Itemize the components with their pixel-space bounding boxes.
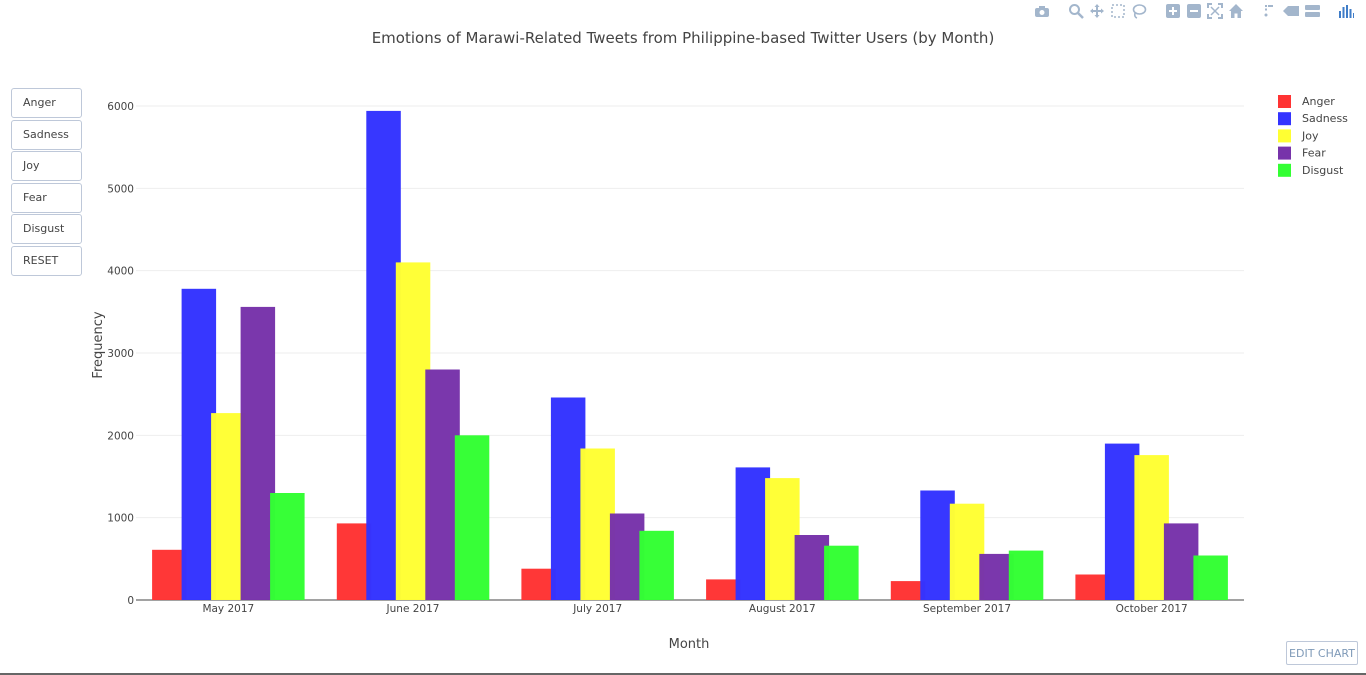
legend-swatch	[1278, 163, 1291, 177]
bar-anger-2[interactable]	[336, 523, 372, 600]
bar-sadness-3[interactable]	[550, 397, 586, 601]
bar-sadness-5[interactable]	[920, 490, 955, 601]
filter-button-sadness[interactable]: Sadness	[11, 119, 82, 150]
bar-sadness-1[interactable]	[181, 288, 217, 600]
bar-disgust-1[interactable]	[270, 493, 305, 600]
filter-button-fear[interactable]: Fear	[11, 182, 82, 213]
bar-fear-6[interactable]	[1163, 523, 1199, 600]
bar-joy-6[interactable]	[1134, 455, 1169, 600]
bar-joy-4[interactable]	[765, 478, 800, 600]
legend-swatch	[1278, 112, 1291, 126]
legend-item-sadness[interactable]: Sadness	[1278, 112, 1348, 126]
pan-icon[interactable]	[1089, 3, 1105, 19]
legend-item-disgust[interactable]: Disgust	[1278, 163, 1344, 177]
emotion-filter-menu: Anger Sadness Joy Fear Disgust RESET	[11, 88, 82, 278]
bar-joy-5[interactable]	[949, 503, 985, 600]
spike-lines-icon[interactable]	[1262, 3, 1278, 19]
bar-joy-1[interactable]	[211, 413, 246, 600]
y-tick-label: 2000	[107, 430, 134, 442]
hover-compare-icon[interactable]	[1304, 3, 1320, 19]
bar-joy-2[interactable]	[395, 262, 431, 600]
bar-anger-4[interactable]	[706, 579, 741, 600]
modebar	[1034, 2, 1354, 20]
autoscale-icon[interactable]	[1207, 3, 1223, 19]
bar-fear-5[interactable]	[979, 553, 1014, 600]
legend-label: Disgust	[1302, 164, 1344, 177]
bar-disgust-6[interactable]	[1193, 555, 1228, 601]
legend-item-anger[interactable]: Anger	[1278, 95, 1335, 108]
reset-button[interactable]: RESET	[11, 245, 82, 276]
bar-sadness-2[interactable]	[366, 110, 401, 601]
hover-closest-icon[interactable]	[1283, 3, 1299, 19]
bar-disgust-4[interactable]	[824, 545, 859, 600]
gridlines	[136, 105, 1244, 601]
x-axis-title: Month	[669, 637, 710, 652]
bars	[152, 110, 1228, 601]
x-tick-label: August 2017	[749, 603, 816, 615]
legend-label: Joy	[1301, 129, 1319, 142]
edit-chart-button[interactable]: EDIT CHART	[1286, 641, 1358, 665]
bar-anger-6[interactable]	[1075, 574, 1110, 601]
legend[interactable]: Anger Sadness Joy Fear Disgust	[1278, 95, 1348, 177]
bar-sadness-4[interactable]	[735, 467, 771, 600]
bar-anger-3[interactable]	[521, 568, 556, 600]
chart-title: Emotions of Marawi-Related Tweets from P…	[372, 29, 995, 47]
x-tick-label: June 2017	[386, 603, 440, 615]
bar-fear-2[interactable]	[425, 369, 460, 601]
bar-sadness-6[interactable]	[1104, 443, 1140, 600]
filter-button-anger[interactable]: Anger	[11, 88, 82, 118]
y-tick-label: 4000	[107, 266, 134, 278]
zoom-icon[interactable]	[1068, 3, 1084, 19]
x-tick-label: July 2017	[572, 603, 622, 615]
legend-item-fear[interactable]: Fear	[1278, 146, 1326, 160]
y-tick-label: 5000	[107, 183, 134, 195]
legend-item-joy[interactable]: Joy	[1278, 129, 1319, 143]
filter-button-joy[interactable]: Joy	[11, 151, 82, 182]
bar-anger-1[interactable]	[152, 549, 187, 600]
camera-icon[interactable]	[1034, 3, 1050, 19]
bar-fear-3[interactable]	[609, 513, 645, 601]
legend-label: Sadness	[1302, 112, 1348, 125]
bar-fear-1[interactable]	[240, 306, 276, 600]
bar-joy-3[interactable]	[580, 448, 615, 601]
y-tick-label: 6000	[107, 101, 134, 113]
x-tick-label: October 2017	[1116, 603, 1188, 615]
y-axis-title: Frequency	[91, 311, 106, 378]
bottom-divider	[0, 673, 1366, 675]
bar-disgust-3[interactable]	[639, 530, 674, 600]
lasso-icon[interactable]	[1131, 3, 1147, 19]
reset-axes-icon[interactable]	[1228, 3, 1244, 19]
x-tick-label: September 2017	[923, 603, 1011, 615]
plotly-logo-icon[interactable]	[1338, 3, 1354, 19]
legend-label: Anger	[1302, 95, 1335, 108]
filter-button-disgust[interactable]: Disgust	[11, 214, 82, 245]
bar-disgust-5[interactable]	[1008, 550, 1044, 600]
zoom-in-icon[interactable]	[1165, 3, 1181, 19]
box-select-icon[interactable]	[1110, 3, 1126, 19]
bar-fear-4[interactable]	[794, 535, 830, 600]
x-axis-ticks: May 2017 June 2017 July 2017 August 2017 Sep…	[202, 603, 1187, 615]
y-tick-label: 0	[127, 595, 134, 607]
legend-swatch	[1278, 95, 1291, 108]
legend-swatch	[1278, 129, 1291, 143]
bar-disgust-2[interactable]	[454, 435, 490, 600]
legend-label: Fear	[1302, 147, 1326, 160]
x-tick-label: May 2017	[202, 603, 254, 615]
y-tick-label: 3000	[107, 348, 134, 360]
zoom-out-icon[interactable]	[1186, 3, 1202, 19]
y-tick-label: 1000	[107, 513, 134, 525]
legend-swatch	[1278, 146, 1291, 160]
bar-anger-5[interactable]	[890, 581, 926, 600]
y-axis-ticks: 0 1000 2000 3000 4000 5000 6000	[107, 101, 134, 607]
